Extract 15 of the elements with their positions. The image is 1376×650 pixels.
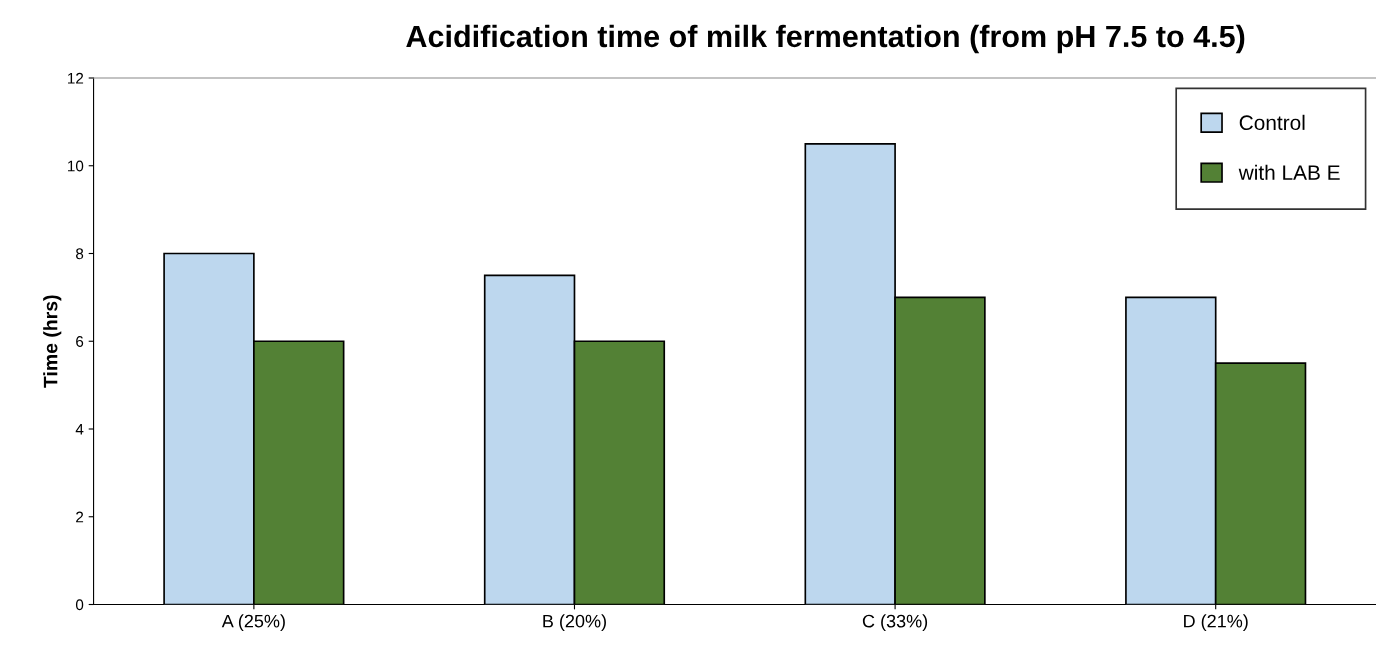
y-tick-label: 4: [75, 424, 84, 435]
chart-title: Acidification time of milk fermentation (from pH 7.5 to 4.5): [406, 24, 1245, 54]
y-tick-label: 2: [76, 511, 84, 523]
legend-label: with LAB E: [1238, 164, 1340, 180]
y-axis-title: Time (hrs): [43, 295, 62, 388]
x-tick-label: D (21%): [1184, 614, 1248, 632]
y-tick-label: 12: [68, 72, 84, 84]
x-tick-label: B (20%): [543, 614, 606, 632]
y-tick-label: 10: [68, 160, 84, 172]
y-tick-label: 8: [76, 248, 84, 260]
y-tick-label: 6: [76, 336, 84, 347]
x-tick-label: C (33%): [862, 614, 928, 632]
y-tick-label: 0: [75, 599, 84, 611]
legend-label: Control: [1239, 114, 1305, 131]
x-tick-label: A (25%): [221, 614, 285, 632]
